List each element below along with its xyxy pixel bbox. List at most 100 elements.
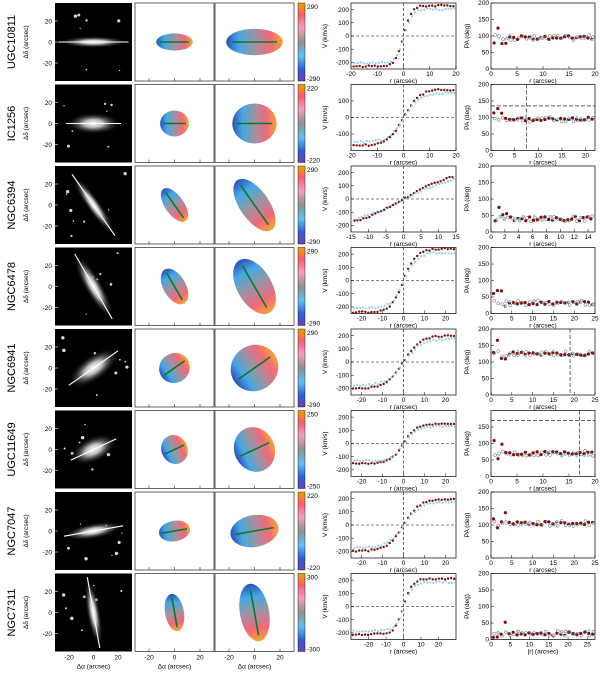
- pa-point-receding: [571, 214, 574, 218]
- velocity-point-receding: [355, 306, 359, 310]
- velocity-point-receding: [380, 544, 383, 547]
- pa-point-photometric: [571, 300, 576, 305]
- pa-point-photometric: [591, 115, 595, 120]
- pa-point-photometric: [579, 633, 584, 638]
- velocity-point-receding: [398, 289, 401, 292]
- pa-point-kinematic: [567, 630, 571, 634]
- r-axis-label: r (arcsec): [390, 78, 417, 85]
- pa-point-receding: [563, 634, 567, 638]
- pa-point-kinematic: [501, 213, 505, 217]
- velocity-point-receding: [441, 252, 444, 255]
- pa-point-kinematic: [590, 117, 594, 121]
- star: [95, 394, 98, 396]
- velocity-point-approaching: [351, 311, 355, 314]
- velocity-point-receding: [352, 459, 356, 462]
- velocity-point-receding: [447, 337, 450, 340]
- pa-point-kinematic: [523, 300, 527, 305]
- velocity-point-receding: [395, 293, 398, 296]
- r-tick-label: 12: [571, 234, 579, 241]
- pa-point-receding: [496, 632, 499, 635]
- velocity-point-receding: [414, 11, 417, 14]
- velocity-point-receding: [420, 582, 423, 585]
- galaxy-row-ngc6394: NGC6394 Δδ (arcsec)200-20290-290-200-1000…: [6, 163, 596, 248]
- colorbar-min: -290: [307, 402, 320, 409]
- pa-tick-label: 150: [478, 98, 489, 105]
- velocity-point-approaching: [424, 90, 428, 93]
- velocity-point-receding: [438, 338, 441, 341]
- r-tick-label: 5: [515, 71, 519, 78]
- velocity-point-receding: [365, 139, 368, 143]
- pa-point-photometric: [579, 36, 583, 40]
- velocity-point-approaching: [355, 144, 358, 147]
- pa-point-photometric: [575, 352, 580, 357]
- velocity-point-approaching: [443, 422, 446, 425]
- pa-point-photometric: [583, 629, 588, 634]
- velocity-point-receding: [437, 182, 441, 186]
- velocity-point-approaching: [419, 425, 422, 428]
- velocity-point-receding: [395, 622, 398, 625]
- velocity-point-approaching: [388, 205, 392, 209]
- r-tick-label: 10: [421, 316, 429, 323]
- velocity-point-receding: [441, 425, 444, 428]
- pa-point-kinematic: [519, 116, 523, 120]
- pa-point-photometric: [504, 354, 508, 358]
- velocity-point-approaching: [413, 582, 416, 586]
- colorbar-max: 250: [307, 412, 318, 419]
- velocity-point-approaching: [424, 185, 427, 188]
- pa-point-photometric: [536, 632, 540, 636]
- dec-tick-label: -20: [43, 224, 53, 231]
- pa-point-photometric: [555, 629, 560, 633]
- pa-point-photometric: [516, 36, 521, 40]
- velocity-point-approaching: [440, 498, 443, 502]
- r-tick-label: 0: [489, 316, 493, 323]
- pa-point-photometric: [512, 450, 517, 455]
- velocity-point-receding: [417, 9, 420, 12]
- star: [103, 102, 107, 106]
- pa-point-photometric: [591, 351, 596, 355]
- v-tick-label: 100: [338, 265, 349, 272]
- star: [67, 546, 70, 550]
- r-tick-label: 20: [591, 71, 599, 78]
- velocity-point-receding: [371, 383, 374, 387]
- v-axis-label: V (km/s): [322, 268, 329, 292]
- velocity-point-approaching: [437, 577, 441, 580]
- velocity-point-approaching: [370, 64, 373, 68]
- velocity-point-receding: [353, 140, 356, 143]
- velocity-point-approaching: [428, 499, 431, 502]
- pa-point-receding: [578, 217, 582, 220]
- pa-point-photometric: [591, 35, 595, 39]
- ra-tick-label: 0: [92, 655, 96, 662]
- r-tick-label: 10: [417, 642, 425, 649]
- pa-point-photometric: [571, 524, 576, 528]
- velocity-point-approaching: [379, 383, 382, 387]
- pa-point-photometric: [524, 631, 528, 635]
- velocity-point-receding: [426, 425, 429, 428]
- pa-point-kinematic: [507, 520, 511, 524]
- r-tick-label: -15: [346, 234, 356, 241]
- velocity-point-receding: [374, 459, 377, 462]
- velocity-point-receding: [435, 424, 438, 427]
- velocity-point-approaching: [356, 219, 359, 222]
- colorbar: [297, 165, 306, 245]
- pa-point-photometric: [540, 300, 544, 305]
- r-tick-label: 8: [545, 234, 549, 241]
- pa-tick-label: 100: [478, 604, 489, 611]
- velocity-point-receding: [453, 337, 456, 340]
- velocity-point-approaching: [397, 291, 401, 294]
- pa-tick-label: 50: [482, 457, 490, 464]
- velocity-point-receding: [398, 447, 401, 450]
- star: [119, 358, 121, 361]
- velocity-point-approaching: [416, 580, 419, 583]
- pa-point-photometric: [520, 631, 524, 635]
- velocity-point-receding: [420, 96, 423, 99]
- pa-point-photometric: [524, 350, 528, 354]
- r-tick-label: -5: [383, 234, 389, 241]
- v-tick-label: 100: [338, 509, 349, 516]
- velocity-point-approaching: [359, 218, 362, 222]
- galaxy-name: NGC7047: [6, 507, 18, 556]
- dec-tick-label: 20: [45, 589, 53, 596]
- pa-point-kinematic: [503, 357, 507, 361]
- pa-point-photometric: [575, 522, 580, 527]
- v-tick-label: 200: [338, 7, 349, 14]
- pa-point-photometric: [591, 630, 596, 634]
